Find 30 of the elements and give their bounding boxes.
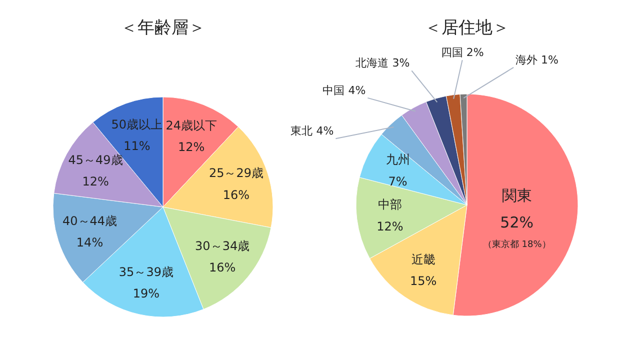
text: （東京都 18%） (482, 240, 551, 250)
chart-title: ＜年齢層＞ (120, 18, 206, 38)
data-label: 16% (222, 188, 250, 202)
data-label: 12% (178, 140, 205, 154)
slice-label: 35～39歳 (118, 265, 174, 280)
data-label: 12% (82, 174, 109, 189)
slice-label: 近畿 (411, 252, 436, 266)
slice-label: 東北 4% (290, 124, 334, 138)
data-label: 52% (500, 214, 534, 232)
slice-label: 四国 2% (440, 46, 484, 60)
slice-label: 50歳以上 (111, 118, 163, 132)
data-label: 15% (410, 274, 437, 288)
slice-label: 中国 4% (322, 84, 366, 97)
slice-label: 40～44歳 (62, 214, 118, 228)
data-label: 12% (376, 219, 404, 234)
slice-label: 25～29歳 (208, 166, 264, 180)
data-label: 14% (76, 235, 104, 250)
slice-label: 24歳以下 (166, 118, 217, 132)
data-label: 16% (208, 260, 236, 275)
chart-title: ＜居住地＞ (424, 18, 510, 38)
slice-label: 北海道 3% (356, 56, 410, 70)
slice-label: 30～34歳 (195, 239, 250, 254)
slice-label: 中部 (378, 198, 402, 212)
data-label: 7% (388, 174, 408, 188)
slice-label: 海外 1% (516, 53, 558, 66)
slice-label: 45～49歳 (68, 152, 123, 167)
slice-label: 九州 (386, 152, 410, 167)
slice-label: 関東 (502, 186, 532, 205)
data-label: 19% (132, 286, 160, 301)
data-label: 11% (124, 139, 150, 154)
